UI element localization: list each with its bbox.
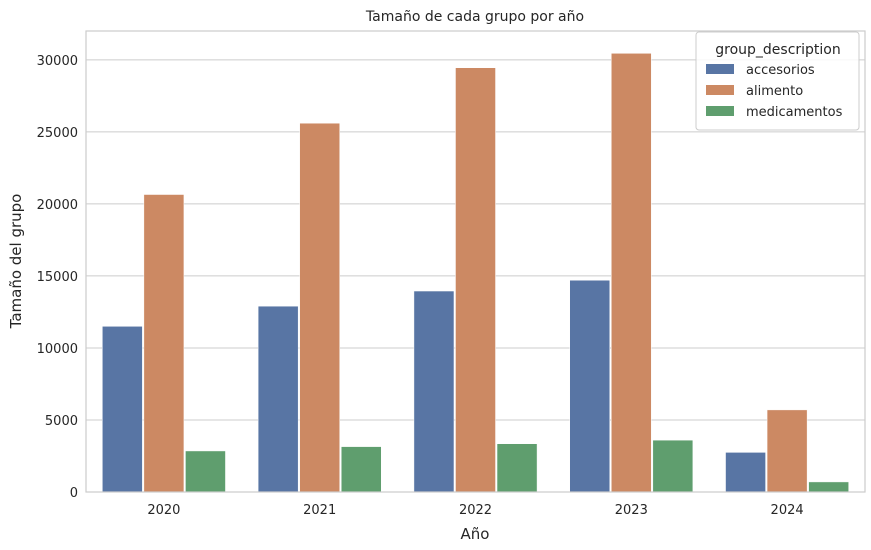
bar-medicamentos-2021 [340,446,382,493]
bar-alimento-2023 [611,53,652,493]
y-tick-label: 5000 [45,414,78,429]
bar-accesorios-2021 [257,305,299,493]
x-tick-label: 2022 [459,503,492,518]
bar-accesorios-2020 [102,326,143,493]
y-axis-title: Tamaño del grupo [7,194,25,330]
legend-title: group_description [715,42,841,58]
bar-accesorios-2023 [569,279,611,493]
x-tick-labels: 2020 2021 2022 2023 2024 [147,503,803,518]
x-tick-label: 2023 [615,503,648,518]
plot-frame [85,30,866,493]
bar-alimento-2024 [766,409,808,493]
y-tick-label: 30000 [37,54,78,69]
bar-medicamentos-2022 [496,443,538,493]
y-tick-label: 25000 [37,126,78,141]
legend-swatch-accesorios [706,64,734,74]
y-tick-labels: 0 5000 10000 15000 20000 25000 30000 [37,54,78,501]
legend-label-accesorios: accesorios [746,63,815,78]
bar-alimento-2020 [143,194,185,493]
y-tick-label: 15000 [37,270,78,285]
x-axis-title: Año [461,525,490,543]
bars [102,53,849,493]
x-tick-label: 2024 [771,503,804,518]
y-tick-label: 20000 [37,198,78,213]
legend-box [695,31,860,131]
bar-accesorios-2022 [413,290,455,493]
legend: group_description accesorios alimento medi… [695,31,860,131]
bar-medicamentos-2024 [808,481,849,493]
x-tick-label: 2020 [147,503,180,518]
legend-label-alimento: alimento [746,84,803,99]
bar-accesorios-2024 [725,452,766,493]
bar-medicamentos-2023 [652,439,694,493]
bar-alimento-2022 [455,67,496,493]
bar-alimento-2021 [299,122,340,493]
y-tick-label: 0 [70,486,78,501]
legend-label-medicamentos: medicamentos [746,105,843,120]
bar-medicamentos-2020 [185,450,226,493]
x-tick-label: 2021 [303,503,336,518]
y-tick-label: 10000 [37,342,78,357]
chart-title: Tamaño de cada grupo por año [365,9,584,25]
legend-swatch-medicamentos [706,106,734,116]
legend-swatch-alimento [706,85,734,95]
legend-items: accesorios alimento medicamentos [706,63,843,120]
